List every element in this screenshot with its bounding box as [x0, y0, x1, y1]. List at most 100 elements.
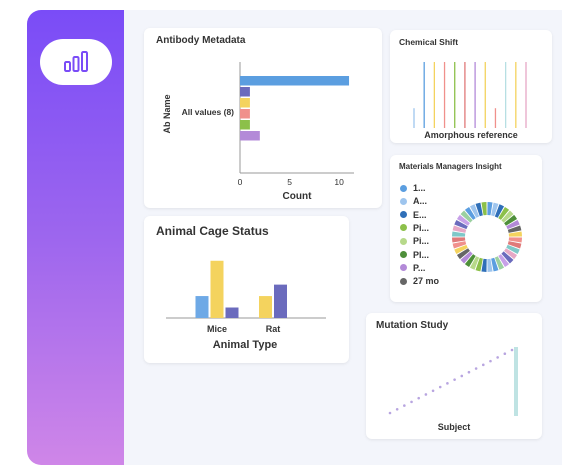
- legend-swatch: [400, 224, 407, 232]
- legend-label: E...: [413, 209, 427, 220]
- x-axis-label: Amorphous reference: [424, 130, 518, 140]
- data-point: [453, 378, 456, 381]
- data-point: [417, 396, 421, 400]
- donut-slice: [452, 237, 466, 243]
- donut-slice: [507, 225, 522, 233]
- data-point: [481, 363, 485, 367]
- data-point: [503, 352, 507, 356]
- donut-slice: [475, 257, 483, 272]
- bar: [240, 120, 250, 130]
- legend-swatch: [400, 237, 407, 245]
- card-title: Mutation Study: [376, 320, 449, 331]
- materials-insight-card[interactable]: Materials Managers Insight 1... A... E... P…: [390, 155, 542, 302]
- data-point: [388, 411, 392, 415]
- donut-slice: [487, 258, 493, 272]
- category-label: All values (8): [182, 107, 235, 117]
- legend-item[interactable]: Pl...: [400, 250, 429, 260]
- bar: [210, 260, 224, 318]
- logo-button[interactable]: [40, 39, 112, 85]
- antibody-metadata-card[interactable]: Antibody Metadata 0 5 10 Count All values (8…: [144, 28, 382, 208]
- sidebar: [27, 10, 124, 465]
- data-point: [474, 367, 478, 370]
- legend-label: A...: [413, 196, 428, 207]
- legend-item[interactable]: P...: [400, 263, 425, 273]
- data-point: [424, 393, 428, 396]
- donut-slice: [506, 244, 520, 255]
- legend-item[interactable]: E...: [400, 210, 427, 220]
- data-point: [446, 382, 449, 385]
- donut-slice: [491, 257, 499, 272]
- data-point: [403, 404, 406, 407]
- chemical-shift-chart: Amorphous reference: [413, 62, 527, 140]
- legend-swatch: [400, 197, 407, 205]
- donut-slice: [460, 251, 473, 264]
- legend-item[interactable]: 1...: [400, 183, 426, 193]
- x-tick-label: Rat: [266, 324, 281, 334]
- x-axis-label: Subject: [438, 422, 471, 432]
- donut-slice: [481, 258, 487, 272]
- donut-slice: [469, 256, 480, 270]
- data-point: [431, 389, 435, 393]
- donut-slice: [508, 231, 522, 237]
- animal-cage-card[interactable]: Animal Cage Status Mice Rat Animal Type: [144, 216, 349, 363]
- legend-item[interactable]: A...: [400, 196, 427, 206]
- data-point: [467, 370, 471, 374]
- donut-slice: [456, 248, 470, 260]
- legend-swatch: [400, 211, 407, 219]
- y-axis-label: Ab Name: [162, 94, 172, 133]
- legend-label: 1...: [413, 183, 426, 193]
- donut-slice: [491, 202, 499, 217]
- donut-slice: [454, 244, 468, 255]
- donut-slice: [504, 248, 518, 260]
- bar: [240, 98, 250, 108]
- legend-swatch: [400, 277, 407, 285]
- donut-slice: [498, 206, 510, 220]
- legend-swatch: [400, 251, 407, 258]
- bar: [240, 131, 260, 141]
- bar-chart-icon: [64, 51, 88, 72]
- donut-slice: [507, 241, 522, 249]
- donut-slice: [460, 210, 473, 223]
- donut-slice: [506, 219, 520, 230]
- card-title: Materials Managers Insight: [399, 162, 502, 171]
- bar: [240, 109, 250, 119]
- donut-slice: [501, 251, 514, 264]
- donut-slice: [504, 214, 518, 226]
- bar: [195, 296, 209, 318]
- card-title: Animal Cage Status: [156, 224, 269, 238]
- legend-item[interactable]: Pi...: [400, 223, 429, 233]
- data-point: [489, 359, 492, 363]
- x-tick-label: Mice: [207, 324, 227, 334]
- card-title: Chemical Shift: [399, 37, 459, 47]
- legend-item[interactable]: Pi...: [400, 236, 429, 246]
- data-point: [510, 348, 514, 352]
- mutation-study-card[interactable]: Mutation Study Subject: [366, 313, 542, 439]
- legend-label: Pi...: [413, 222, 430, 233]
- bar: [240, 76, 350, 86]
- donut-chart: [452, 202, 522, 272]
- data-bar: [514, 347, 518, 416]
- donut-slice: [452, 241, 467, 249]
- data-point: [438, 385, 442, 389]
- antibody-chart: 0 5 10 Count All values (8) Ab Name: [162, 62, 354, 202]
- legend-label: P...: [413, 262, 426, 273]
- bar: [225, 307, 239, 318]
- legend-label: Pl...: [413, 249, 430, 260]
- donut-slice: [464, 206, 476, 220]
- bar: [259, 296, 272, 318]
- data-point: [460, 374, 464, 378]
- donut-slice: [452, 225, 467, 233]
- donut-slice: [498, 254, 510, 268]
- data-point: [496, 356, 499, 359]
- donut-slice: [452, 231, 466, 237]
- card-title: Antibody Metadata: [156, 35, 246, 46]
- x-tick-label: 0: [238, 177, 243, 187]
- donut-slice: [481, 202, 487, 216]
- animal-cage-chart: Mice Rat Animal Type: [166, 260, 326, 351]
- donut-slice: [456, 214, 470, 226]
- chemical-shift-card[interactable]: Chemical Shift Amorphous reference: [390, 30, 552, 143]
- bar: [240, 87, 250, 97]
- mutation-study-chart: Subject: [388, 347, 518, 432]
- legend-item[interactable]: 27 mo: [400, 276, 439, 286]
- data-point: [410, 400, 413, 404]
